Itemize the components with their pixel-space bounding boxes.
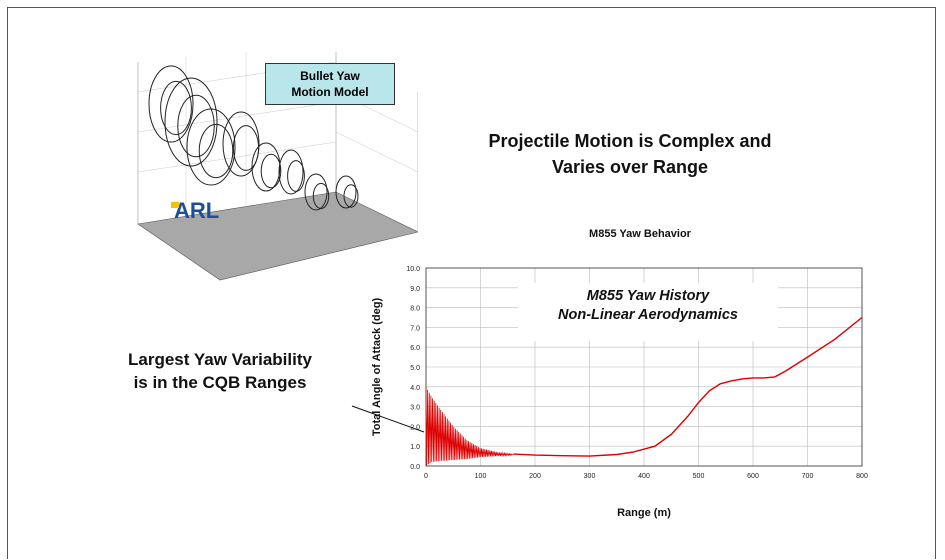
slide-title-line2: Varies over Range — [551, 157, 709, 177]
chart-annotation: M855 Yaw History Non-Linear Aerodynamics — [518, 283, 778, 341]
yaw-coil — [278, 149, 304, 195]
yaw-coil — [148, 65, 194, 143]
yaw-spiral-coils — [148, 65, 359, 211]
yaw-coil-inner — [198, 123, 234, 179]
yaw-coil — [222, 111, 260, 177]
slide-title-line1: Projectile Motion is Complex and — [488, 131, 772, 151]
yaw-coil-inner — [343, 184, 359, 208]
model-label-line2: Motion Model — [291, 85, 369, 99]
callout-line1: Largest Yaw Variability — [128, 350, 312, 369]
yaw-coil — [335, 175, 357, 209]
yaw-coil-inner — [287, 160, 305, 192]
yaw-coil-inner — [260, 153, 282, 189]
model-floor — [137, 191, 418, 281]
model-label-box: Bullet Yaw Motion Model — [265, 63, 395, 105]
model-gridlines — [137, 52, 418, 216]
annotation-line2: Non-Linear Aerodynamics — [558, 307, 738, 323]
yaw-coil — [251, 142, 281, 192]
annotation-line1: M855 Yaw History — [586, 288, 710, 304]
yaw-coil-inner — [312, 182, 330, 210]
model-label-line1: Bullet Yaw — [300, 69, 360, 83]
yaw-coil — [164, 77, 218, 167]
yaw-coil-inner — [232, 125, 260, 171]
callout-line2: is in the CQB Ranges — [133, 373, 307, 392]
yaw-coil-inner — [160, 80, 192, 136]
slide-title: Projectile Motion is Complex and Varies … — [430, 128, 830, 180]
bullet-yaw-model-illustration: ARL — [137, 52, 418, 281]
yaw-coil-inner — [177, 94, 215, 158]
yaw-coil — [186, 108, 236, 186]
arl-logo-mark — [171, 202, 179, 208]
yaw-coil — [304, 173, 328, 211]
callout-text: Largest Yaw Variability is in the CQB Ra… — [80, 348, 360, 394]
arl-logo: ARL — [171, 198, 219, 223]
chart-title: M855 Yaw Behavior — [589, 228, 691, 240]
arl-logo-text: ARL — [174, 198, 219, 223]
slide-frame — [7, 7, 936, 559]
